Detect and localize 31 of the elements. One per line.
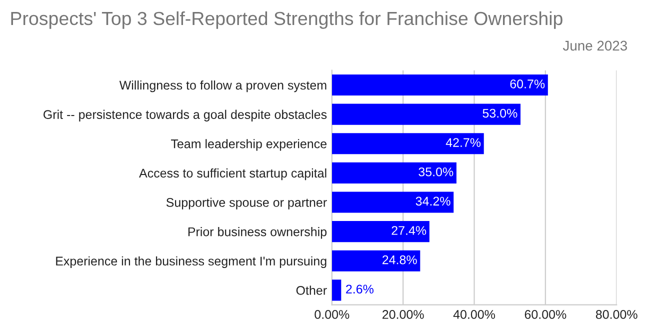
data-label: 2.6%: [346, 284, 374, 294]
data-label: 42.7%: [446, 138, 481, 147]
data-label: 34.2%: [416, 196, 450, 206]
bar: [332, 221, 430, 242]
data-label: 60.7%: [510, 80, 545, 88]
x-tick-label: 20.00%: [382, 310, 424, 319]
data-label: 24.8%: [382, 255, 417, 264]
data-label: 27.4%: [392, 226, 426, 235]
y-tick-label: Supportive spouse or partner: [166, 198, 327, 210]
bar: [332, 250, 420, 272]
data-label: 53.0%: [482, 108, 518, 118]
x-tick-label: 80.00%: [596, 310, 638, 319]
y-tick-label: Team leadership experience: [171, 139, 327, 151]
bar: [332, 133, 484, 154]
x-tick-label: 60.00%: [524, 310, 566, 319]
bar: [332, 104, 521, 125]
y-tick-label: Access to sufficient startup capital: [139, 168, 326, 180]
y-tick-label: Other: [296, 286, 327, 295]
chart-title: Prospects' Top 3 Self-Reported Strengths for Franchise Ownership: [11, 11, 562, 29]
x-tick-label: 40.00%: [453, 310, 496, 319]
data-label: 35.0%: [418, 167, 454, 176]
bar: [332, 280, 342, 301]
y-tick-label: Experience in the business segment I'm pursuing: [56, 256, 326, 268]
bar: [332, 74, 548, 96]
chart-subtitle: June 2023: [562, 40, 627, 51]
y-tick-label: Grit -- persistence towards a goal despite obstacles: [44, 110, 327, 122]
x-tick-label: 0.00%: [314, 310, 350, 319]
y-tick-label: Willingness to follow a proven system: [119, 80, 326, 92]
y-tick-label: Prior business ownership: [188, 227, 327, 239]
bar: [332, 192, 454, 213]
bar: [332, 162, 456, 184]
